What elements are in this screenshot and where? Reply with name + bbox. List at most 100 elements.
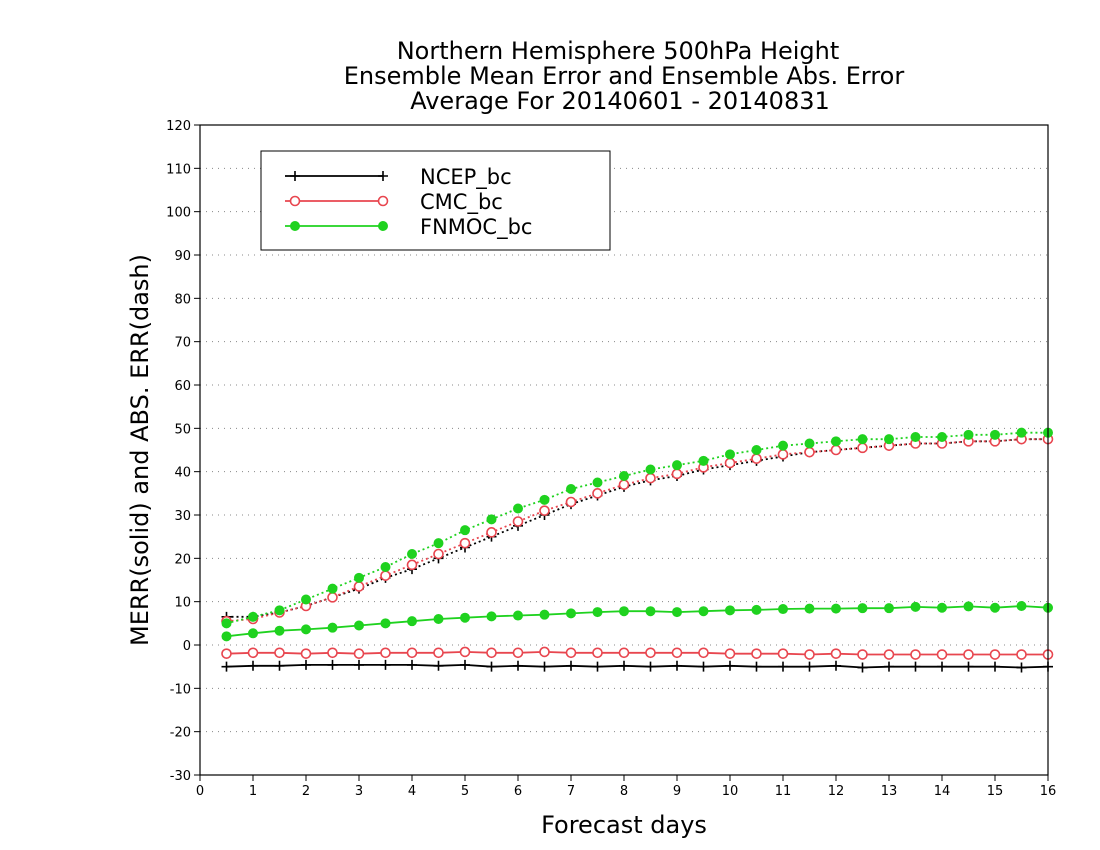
fnmoc-bc-merr-point: [645, 606, 656, 617]
fnmoc-bc-abs-err-point: [725, 449, 735, 460]
fnmoc-bc-abs-err-point: [274, 605, 285, 616]
fnmoc-bc-merr-point: [725, 605, 735, 616]
fnmoc-bc-merr-point: [248, 628, 258, 639]
fnmoc-bc-abs-err-point: [354, 572, 364, 583]
y-tick-label: 20: [174, 552, 191, 567]
fnmoc-bc-merr-point: [433, 614, 444, 624]
ncep-bc-merr-point: [513, 660, 523, 671]
fnmoc-bc-merr-point: [354, 620, 364, 631]
x-tick-label: 9: [673, 784, 681, 799]
cmc-bc-merr-point: [618, 647, 630, 659]
cmc-bc-merr-point: [698, 647, 709, 659]
ncep-bc-merr-point: [274, 660, 285, 671]
ncep-bc-merr-point: [804, 661, 815, 672]
cmc-bc-abs-err-point: [804, 446, 815, 458]
ncep-bc-merr-point: [486, 661, 497, 672]
title-line-1: Northern Hemisphere 500hPa Height: [397, 37, 840, 65]
ncep-bc-merr-point: [831, 660, 841, 671]
cmc-bc-abs-err-point: [777, 449, 789, 460]
cmc-bc-merr-point: [883, 649, 895, 660]
cmc-bc-abs-err-point: [751, 453, 762, 464]
fnmoc-bc-abs-err-point: [407, 549, 417, 559]
x-tick-label: 13: [881, 784, 898, 799]
cmc-bc-abs-err-point: [539, 505, 550, 516]
cmc-bc-merr-point: [936, 649, 948, 660]
fnmoc-bc-merr-point: [513, 610, 523, 621]
legend-marker: [377, 195, 389, 207]
series-fnmoc-bc: [221, 427, 1053, 642]
cmc-bc-merr-point: [459, 646, 471, 658]
fnmoc-bc-merr-point: [380, 618, 391, 629]
series-cmc-bc: [221, 433, 1054, 660]
cmc-bc-abs-err-point: [671, 468, 683, 480]
fnmoc-bc-merr-point: [804, 603, 815, 614]
cmc-bc-merr-point: [433, 647, 444, 659]
cmc-bc-merr-point: [539, 646, 550, 658]
fnmoc-bc-abs-err-point: [539, 494, 550, 505]
y-tick-label: 60: [174, 379, 191, 394]
series-layer: [221, 427, 1054, 673]
cmc-bc-merr-point: [830, 648, 842, 659]
legend-marker: [290, 171, 300, 181]
ncep-bc-merr-point: [407, 659, 417, 670]
y-tick-label: 0: [183, 639, 191, 654]
x-tick-label: 15: [987, 784, 1004, 799]
fnmoc-bc-abs-err-point: [963, 429, 974, 440]
cmc-bc-merr-point: [380, 647, 391, 659]
fnmoc-bc-abs-err-point: [592, 477, 603, 488]
ncep-bc-merr-point: [725, 660, 735, 671]
cmc-bc-merr-point: [724, 648, 736, 659]
fnmoc-bc-abs-err-point: [645, 464, 656, 475]
x-tick-label: 11: [775, 784, 792, 799]
legend-item-cmc-bc: CMC_bc: [285, 190, 503, 215]
y-tick-label: 70: [174, 336, 191, 351]
ncep-bc-abs-err-line: [226, 438, 1048, 618]
fnmoc-bc-abs-err-point: [301, 594, 311, 605]
ncep-bc-merr-point: [619, 660, 629, 671]
cmc-bc-merr-point: [512, 647, 524, 659]
cmc-bc-abs-err-point: [406, 559, 418, 571]
ncep-bc-merr-point: [248, 660, 258, 671]
ncep-bc-merr-point: [354, 659, 364, 670]
fnmoc-bc-abs-err-point: [831, 436, 841, 447]
fnmoc-bc-abs-err-point: [327, 583, 338, 594]
y-tick-label: 10: [174, 596, 191, 611]
ncep-bc-merr-point: [751, 661, 762, 672]
grid: [200, 167, 1048, 733]
fnmoc-bc-abs-err-point: [910, 432, 921, 442]
ncep-bc-merr-point: [857, 662, 868, 673]
cmc-bc-merr-point: [274, 647, 285, 659]
ncep-bc-merr-point: [778, 661, 788, 672]
y-tick-label: 50: [174, 422, 191, 437]
cmc-bc-abs-err-point: [618, 479, 630, 490]
ncep-bc-merr-point: [910, 661, 921, 672]
legend-label: CMC_bc: [420, 190, 503, 215]
fnmoc-bc-merr-point: [831, 603, 841, 614]
x-tick-label: 16: [1040, 784, 1057, 799]
fnmoc-bc-merr-point: [460, 612, 470, 623]
fnmoc-bc-abs-err-point: [937, 432, 947, 442]
fnmoc-bc-abs-err-point: [486, 514, 497, 525]
fnmoc-bc-merr-point: [990, 602, 1000, 613]
fnmoc-bc-merr-line: [226, 605, 1049, 638]
cmc-bc-abs-err-point: [592, 488, 603, 499]
y-tick-label: -10: [170, 682, 191, 697]
fnmoc-bc-abs-err-point: [566, 484, 576, 494]
cmc-bc-merr-point: [751, 648, 762, 659]
fnmoc-bc-abs-err-point: [1016, 427, 1027, 438]
cmc-bc-merr-point: [247, 647, 259, 659]
cmc-bc-abs-err-point: [433, 548, 444, 560]
cmc-bc-merr-point: [671, 647, 683, 659]
ncep-bc-merr-point: [327, 659, 338, 670]
fnmoc-bc-merr-point: [221, 631, 232, 642]
fnmoc-bc-abs-err-point: [884, 434, 894, 445]
fnmoc-bc-merr-point: [619, 606, 629, 617]
cmc-bc-merr-point: [565, 647, 577, 659]
legend-marker: [378, 171, 388, 181]
fnmoc-bc-merr-point: [274, 625, 285, 636]
series-ncep-bc: [221, 434, 1053, 673]
fnmoc-bc-merr-point: [778, 604, 788, 615]
cmc-bc-abs-err-point: [459, 537, 471, 549]
